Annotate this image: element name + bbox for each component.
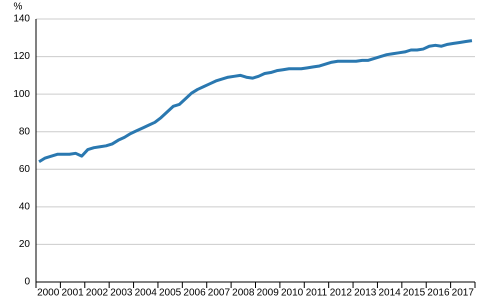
x-tick-label: 2008: [232, 288, 255, 299]
data-line: [38, 39, 473, 164]
x-tick-label: 2010: [281, 288, 304, 299]
x-tick-label: 2004: [135, 288, 158, 299]
y-tick-label: 100: [13, 89, 30, 100]
x-tick-label: 2001: [61, 288, 84, 299]
x-tick-label: 2016: [427, 288, 450, 299]
x-tick-label: 2000: [37, 288, 60, 299]
y-tick-label: 40: [19, 201, 31, 212]
x-tick-label: 2013: [354, 288, 377, 299]
x-tick-label: 2014: [379, 288, 402, 299]
x-tick-label: 2012: [330, 288, 353, 299]
x-tick-label: 2005: [159, 288, 182, 299]
y-tick-label: 60: [19, 164, 31, 175]
x-tick-label: 2002: [86, 288, 109, 299]
x-tick-label: 2007: [208, 288, 231, 299]
x-tick-label: 2017: [452, 288, 475, 299]
y-axis-label: %: [14, 2, 23, 13]
y-tick-label: 20: [19, 239, 31, 250]
y-tick-label: 140: [13, 14, 30, 25]
y-tick-label: 0: [24, 277, 30, 288]
x-tick-label: 2006: [183, 288, 206, 299]
y-tick-label: 120: [13, 51, 30, 62]
x-tick-label: 2011: [306, 288, 328, 299]
y-tick-label: 80: [19, 126, 31, 137]
x-tick-label: 2003: [110, 288, 133, 299]
x-tick-label: 2009: [257, 288, 280, 299]
x-tick-label: 2015: [403, 288, 426, 299]
